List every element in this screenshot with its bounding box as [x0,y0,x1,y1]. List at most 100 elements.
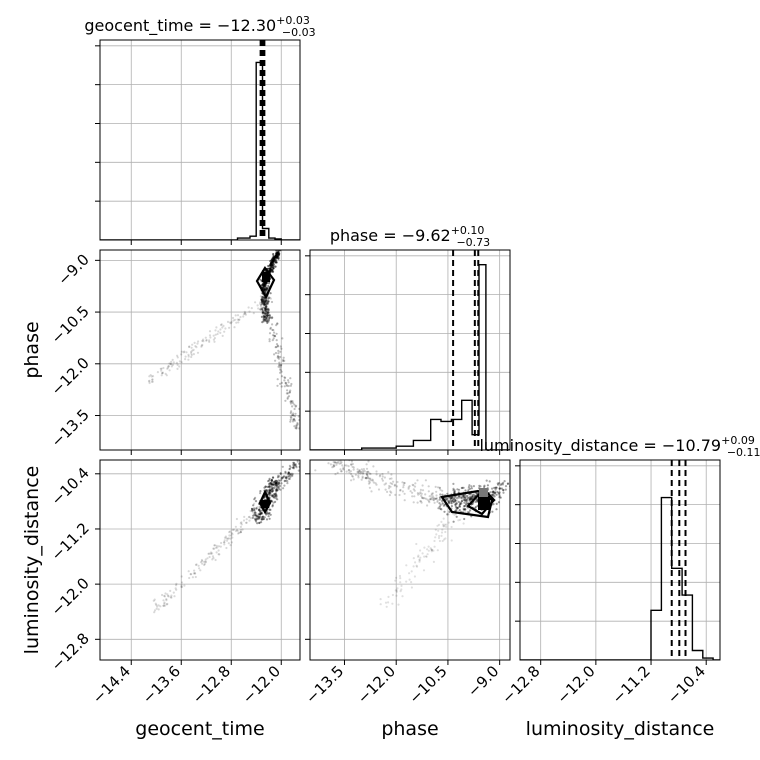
sample-point [265,518,269,521]
sample-point [256,518,259,521]
sample-point [263,303,266,306]
sample-point [263,303,266,306]
sample-point [289,466,292,469]
sample-point [280,482,283,485]
sample-point [466,496,469,499]
sample-point [474,500,477,503]
sample-point [275,484,278,487]
sample-point [452,500,456,504]
sample-point [203,563,206,567]
sample-point [296,423,299,426]
sample-point [279,488,282,491]
sample-point [434,536,437,539]
sample-point [442,503,445,506]
sample-point [367,482,371,485]
sample-point [466,495,469,498]
sample-point [219,331,222,334]
sample-point [408,578,411,581]
sample-point [223,541,226,544]
sample-point [292,466,295,469]
sample-point [291,473,294,476]
sample-point [276,322,279,325]
sample-point [252,514,255,517]
sample-point [264,312,267,315]
sample-point [163,594,166,598]
sample-point [465,500,468,503]
sample-point [412,557,415,560]
sample-point [265,311,268,314]
sample-point [447,499,450,503]
sample-point [189,573,192,576]
sample-point [209,551,213,554]
sample-point [491,494,494,497]
sample-point [269,297,272,300]
sample-point [431,497,434,500]
sample-point [275,324,278,327]
sample-point [212,557,215,560]
sample-point [227,542,230,545]
sample-point [256,517,259,520]
sample-point [275,483,278,487]
sample-point [279,368,282,371]
sample-point [375,473,378,476]
sample-point [228,321,232,324]
sample-point [401,595,404,598]
sample-point [352,468,355,471]
sample-point [456,500,459,503]
sample-point [502,481,505,484]
sample-point [192,348,195,351]
sample-point [254,301,257,304]
sample-point [292,418,295,421]
sample-point [414,482,417,485]
sample-point [336,461,339,464]
sample-point [391,593,394,597]
sample-point [289,472,293,475]
sample-point [413,485,417,488]
histogram-phase [310,250,510,450]
sample-point [381,479,384,482]
sample-point [204,561,207,564]
sample-point [388,494,391,497]
sample-point [220,541,223,545]
sample-point [258,510,261,513]
sample-point [500,487,504,490]
sample-point [203,560,206,564]
sample-point [403,492,406,495]
sample-point [269,482,272,485]
sample-point [225,537,228,540]
sample-point [469,496,472,499]
sample-point [350,479,353,482]
sample-point [421,484,424,487]
sample-point [194,575,197,579]
sample-point [205,339,208,342]
sample-point [441,528,444,531]
sample-point [399,489,402,492]
sample-point [263,306,266,309]
sample-point [285,392,288,395]
sample-point [271,334,275,337]
sample-point [462,509,465,512]
sample-point [446,497,449,500]
x-axis-label-luminosity_distance: luminosity_distance [526,718,715,740]
sample-point [444,530,447,534]
sample-point [497,483,500,486]
sample-point [394,493,397,496]
panel-grid-geocent_time-geocent_time [100,40,300,240]
sample-point [467,494,470,497]
sample-point [156,371,159,374]
sample-point [465,502,468,505]
sample-point [257,513,260,516]
sample-point [289,418,292,421]
sample-point [291,402,295,405]
sample-point [367,470,370,473]
sample-point [270,490,274,493]
sample-point [260,301,263,304]
sample-point [275,490,278,493]
sample-point [254,514,257,517]
sample-point [292,414,295,417]
sample-point [492,494,495,497]
sample-point [286,384,289,387]
sample-point [174,587,177,590]
sample-point [216,546,219,549]
sample-point [180,585,183,588]
